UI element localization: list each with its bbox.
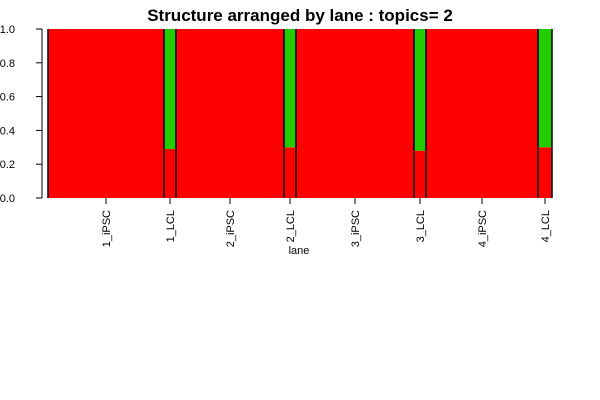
bars-group xyxy=(48,29,552,198)
x-tick-label: 2_LCL xyxy=(285,210,297,242)
bar-segment-topic1 xyxy=(48,29,164,198)
bar-segment-topic1 xyxy=(296,29,414,198)
y-tick-label: 1.0 xyxy=(0,24,15,36)
bar-segment-topic1 xyxy=(176,29,284,198)
bar-segment-topic1 xyxy=(538,147,552,198)
bar-segment-topic2 xyxy=(538,29,552,148)
bar-segment-topic1 xyxy=(426,29,538,198)
y-tick-label: 0.6 xyxy=(0,92,15,104)
x-tick-label: 1_LCL xyxy=(165,210,177,242)
x-tick-label: 3_iPSC xyxy=(350,210,362,247)
x-axis-label: lane xyxy=(289,245,310,257)
y-axis: 0.0 0.2 0.4 0.6 0.8 1.0 xyxy=(0,24,43,205)
bar-segment-topic2 xyxy=(164,29,176,149)
x-tick-label: 4_LCL xyxy=(540,210,552,242)
y-tick-label: 0.4 xyxy=(0,125,15,137)
lane-separators xyxy=(47,29,553,198)
x-tick-label: 3_LCL xyxy=(415,210,427,242)
y-tick-label: 0.2 xyxy=(0,159,15,171)
y-tick-label: 0.0 xyxy=(0,193,15,205)
chart-title: Structure arranged by lane : topics= 2 xyxy=(147,6,453,25)
x-tick-label: 1_iPSC xyxy=(101,210,113,247)
bar-segment-topic1 xyxy=(164,148,176,198)
x-tick-label: 4_iPSC xyxy=(477,210,489,247)
x-axis: 1_iPSC 1_LCL 2_iPSC 2_LCL 3_iPSC 3_LCL 4_iPSC 4… xyxy=(101,198,552,247)
bar-segment-topic1 xyxy=(284,147,296,198)
bar-segment-topic2 xyxy=(414,29,426,151)
bar-segment-topic1 xyxy=(414,150,426,198)
bar-segment-topic2 xyxy=(284,29,296,148)
x-tick-label: 2_iPSC xyxy=(225,210,237,247)
y-tick-label: 0.8 xyxy=(0,58,15,70)
